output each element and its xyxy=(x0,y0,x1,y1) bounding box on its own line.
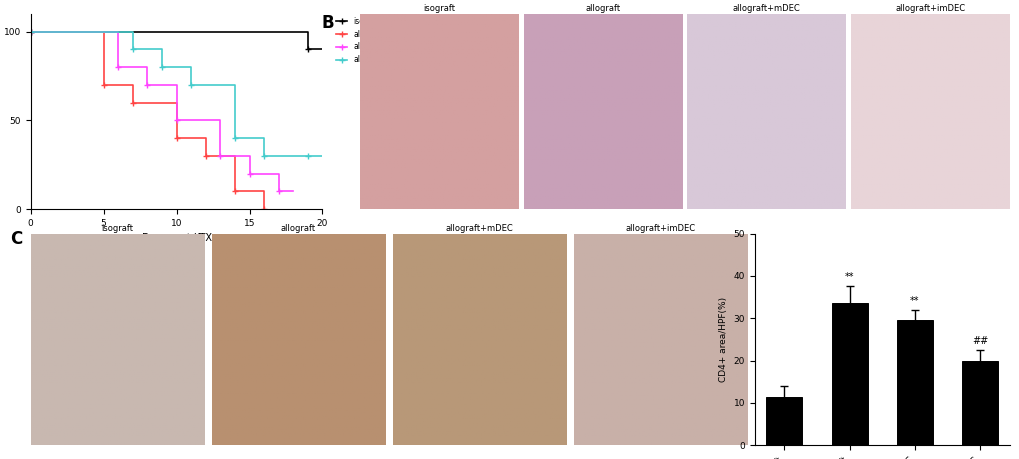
allograft+imDEC xyxy=(184,82,197,88)
allograft+mDEC xyxy=(214,118,226,123)
Text: C: C xyxy=(10,230,22,247)
allograft+imDEC xyxy=(302,153,314,159)
Bar xyxy=(765,397,802,445)
allograft xyxy=(258,207,270,212)
Title: allograft+imDEC: allograft+imDEC xyxy=(625,224,695,233)
allograft xyxy=(258,189,270,194)
Line: allograft+mDEC: allograft+mDEC xyxy=(31,32,293,191)
allograft+mDEC xyxy=(141,64,153,70)
allograft+mDEC xyxy=(244,153,256,159)
allograft+imDEC xyxy=(258,135,270,141)
allograft xyxy=(228,189,240,194)
allograft+mDEC xyxy=(214,153,226,159)
allograft+mDEC xyxy=(170,82,182,88)
allograft+imDEC xyxy=(258,153,270,159)
Title: allograft+mDEC: allograft+mDEC xyxy=(733,4,800,13)
allograft xyxy=(170,100,182,105)
allograft xyxy=(98,29,110,34)
Title: allograft+mDEC: allograft+mDEC xyxy=(445,224,513,233)
allograft xyxy=(200,135,212,141)
Text: **: ** xyxy=(909,296,919,306)
allograft xyxy=(170,135,182,141)
Text: ****: **** xyxy=(410,25,427,34)
Y-axis label: CD4+ area/HPF(%): CD4+ area/HPF(%) xyxy=(718,297,728,382)
allograft+mDEC xyxy=(24,29,37,34)
Bar xyxy=(830,303,867,445)
Bar xyxy=(896,320,932,445)
isograft xyxy=(302,29,314,34)
Text: **: ** xyxy=(844,272,854,282)
allograft xyxy=(24,29,37,34)
Text: B: B xyxy=(321,14,333,32)
Title: allograft+imDEC: allograft+imDEC xyxy=(895,4,965,13)
allograft xyxy=(200,153,212,159)
Text: ##: ## xyxy=(971,336,987,346)
allograft+mDEC xyxy=(112,64,124,70)
allograft+mDEC xyxy=(112,29,124,34)
allograft+mDEC xyxy=(272,171,284,176)
allograft+imDEC xyxy=(126,46,139,52)
Title: allograft: allograft xyxy=(585,4,621,13)
allograft xyxy=(98,82,110,88)
isograft xyxy=(302,46,314,52)
allograft+imDEC xyxy=(228,135,240,141)
Legend: isograft, allograft, allograft+mDEC, allograft+imDEC: isograft, allograft, allograft+mDEC, all… xyxy=(332,14,421,67)
Line: isograft: isograft xyxy=(31,32,322,49)
Title: isograft: isograft xyxy=(423,4,455,13)
Bar xyxy=(961,361,998,445)
allograft xyxy=(228,153,240,159)
X-axis label: Days post KTX: Days post KTX xyxy=(142,234,211,243)
allograft+mDEC xyxy=(141,82,153,88)
allograft+mDEC xyxy=(244,171,256,176)
Title: allograft: allograft xyxy=(280,224,316,233)
allograft+imDEC xyxy=(316,153,328,159)
allograft+mDEC xyxy=(170,118,182,123)
allograft+imDEC xyxy=(302,153,314,159)
allograft+mDEC xyxy=(287,189,300,194)
allograft+imDEC xyxy=(184,64,197,70)
allograft+imDEC xyxy=(24,29,37,34)
allograft+mDEC xyxy=(272,189,284,194)
allograft+imDEC xyxy=(228,82,240,88)
isograft xyxy=(24,29,37,34)
allograft xyxy=(126,100,139,105)
Title: isograft: isograft xyxy=(101,224,133,233)
Line: allograft: allograft xyxy=(31,32,264,209)
isograft xyxy=(316,46,328,52)
allograft+imDEC xyxy=(156,64,168,70)
Line: allograft+imDEC: allograft+imDEC xyxy=(31,32,322,156)
allograft xyxy=(126,82,139,88)
allograft+imDEC xyxy=(126,29,139,34)
Text: *: * xyxy=(410,45,414,53)
allograft+imDEC xyxy=(156,46,168,52)
